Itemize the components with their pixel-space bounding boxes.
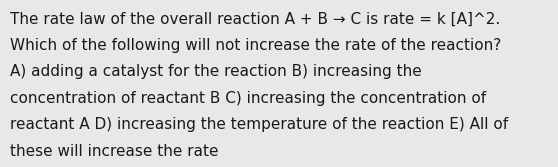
Text: Which of the following will not increase the rate of the reaction?: Which of the following will not increase…: [10, 38, 501, 53]
Text: concentration of reactant B C) increasing the concentration of: concentration of reactant B C) increasin…: [10, 91, 486, 106]
Text: these will increase the rate: these will increase the rate: [10, 144, 219, 159]
Text: The rate law of the overall reaction A + B → C is rate = k [A]^2.: The rate law of the overall reaction A +…: [10, 12, 501, 27]
Text: A) adding a catalyst for the reaction B) increasing the: A) adding a catalyst for the reaction B)…: [10, 64, 422, 79]
Text: reactant A D) increasing the temperature of the reaction E) All of: reactant A D) increasing the temperature…: [10, 117, 508, 132]
